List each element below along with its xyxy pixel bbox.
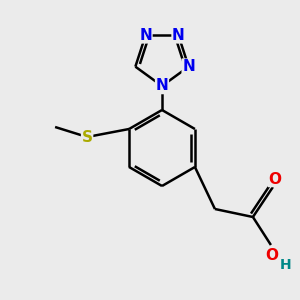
- Text: N: N: [182, 59, 195, 74]
- Text: O: O: [268, 172, 281, 187]
- Text: H: H: [280, 258, 292, 272]
- Text: O: O: [266, 248, 278, 262]
- Text: N: N: [156, 79, 168, 94]
- Text: S: S: [82, 130, 93, 145]
- Text: N: N: [172, 28, 185, 43]
- Text: N: N: [139, 28, 152, 43]
